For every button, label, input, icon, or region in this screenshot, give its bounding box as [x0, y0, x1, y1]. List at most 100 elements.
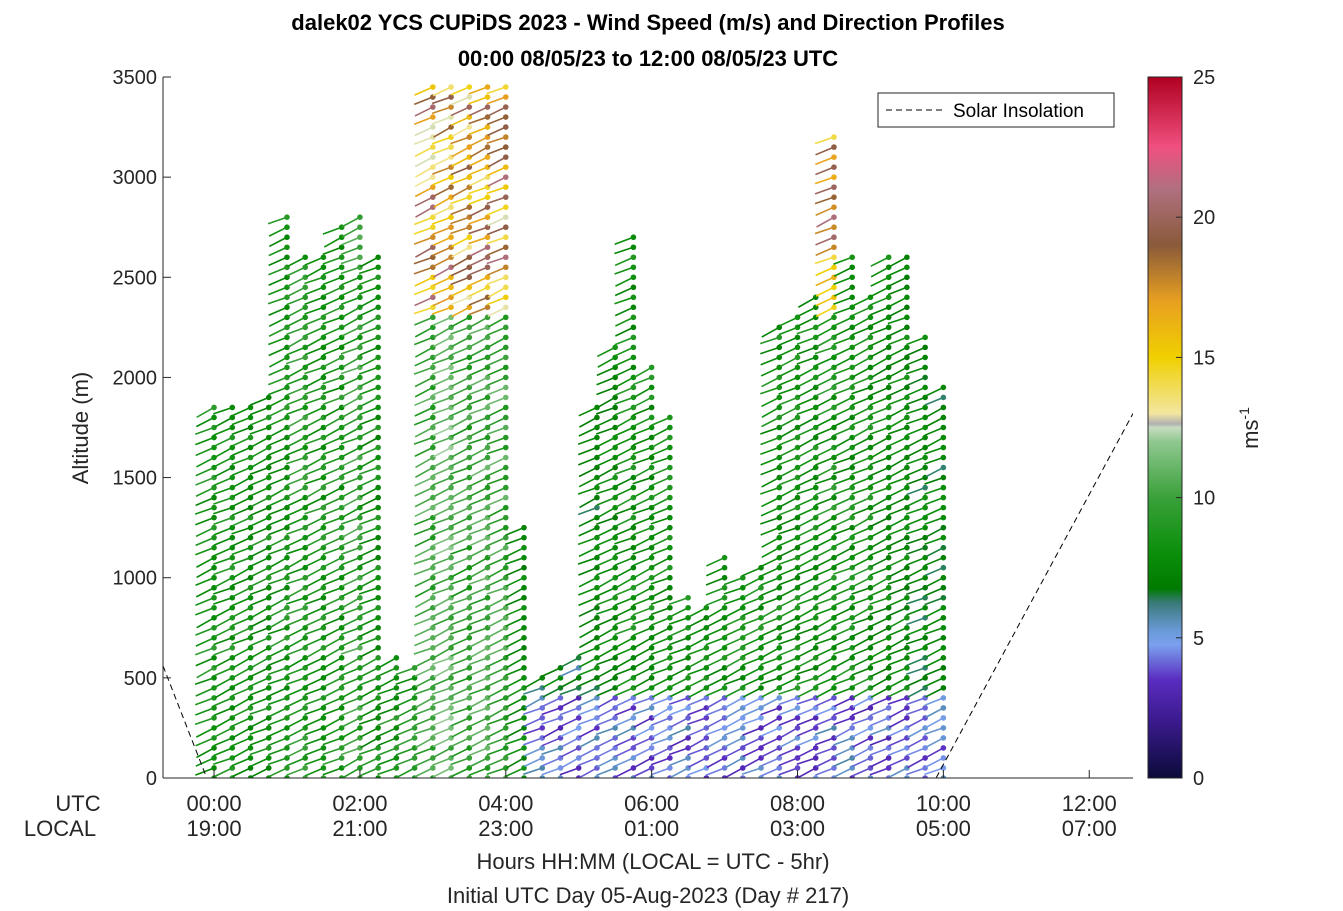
wind-barb: [231, 737, 251, 747]
wind-barb-dot: [375, 494, 381, 501]
wind-barb: [396, 697, 415, 707]
wind-barb-dot: [502, 745, 509, 751]
wind-barb-dot: [247, 534, 254, 541]
wind-barb: [413, 687, 434, 696]
wind-barb: [395, 727, 415, 737]
wind-barb: [268, 326, 288, 337]
wind-barb: [432, 156, 452, 167]
wind-barb-dot: [448, 584, 454, 591]
wind-barb-dot: [904, 755, 910, 761]
wind-barb-dot: [320, 254, 327, 261]
wind-barb-dot: [320, 504, 327, 511]
wind-barb-dot: [812, 504, 819, 511]
wind-barb: [360, 657, 379, 669]
wind-barb: [632, 476, 652, 485]
wind-barb-dot: [612, 514, 618, 521]
wind-barb: [815, 166, 835, 176]
wind-barb: [413, 727, 434, 735]
wind-barb-dot: [430, 484, 436, 491]
wind-barb: [833, 376, 853, 386]
wind-barb-dot: [302, 474, 309, 481]
wind-barb: [213, 546, 233, 557]
wind-barb: [905, 707, 926, 716]
wind-barb: [705, 707, 725, 716]
wind-barb: [596, 546, 616, 557]
wind-barb-dot: [284, 514, 290, 521]
wind-barb-dot: [320, 745, 327, 751]
wind-barb-dot: [375, 655, 381, 661]
wind-barb: [888, 737, 908, 747]
wind-barb: [305, 336, 324, 348]
wind-barb: [432, 86, 452, 97]
wind-barb-dot: [812, 715, 819, 721]
wind-barb: [322, 276, 342, 286]
wind-barb: [777, 777, 780, 778]
wind-barb-dot: [375, 364, 381, 371]
wind-barb-dot: [867, 745, 874, 751]
wind-barb-dot: [521, 725, 527, 731]
wind-barb-dot: [484, 204, 491, 210]
wind-barb-dot: [357, 614, 363, 621]
wind-barb: [596, 456, 616, 467]
wind-barb: [596, 737, 616, 748]
wind-barb: [596, 637, 616, 647]
wind-barb-dot: [375, 584, 381, 591]
wind-barb-dot: [794, 484, 801, 491]
wind-barb: [778, 687, 798, 695]
wind-barb: [907, 737, 926, 749]
wind-barb: [560, 727, 580, 738]
wind-barb: [650, 607, 671, 616]
wind-barb-dot: [357, 394, 363, 401]
wind-barb-dot: [338, 705, 345, 711]
wind-barb-dot: [375, 574, 381, 581]
wind-barb: [450, 516, 470, 527]
wind-barb: [907, 687, 926, 699]
wind-barb-dot: [630, 294, 637, 301]
wind-barb: [304, 637, 324, 647]
wind-barb: [706, 657, 725, 668]
wind-barb: [341, 677, 361, 687]
wind-barb: [305, 486, 324, 499]
wind-barb: [394, 777, 397, 778]
wind-barb: [888, 276, 908, 287]
wind-barb-dot: [247, 434, 254, 441]
wind-barb-dot: [521, 544, 527, 551]
wind-barb: [268, 607, 288, 618]
wind-barb: [232, 767, 251, 778]
wind-barb: [743, 757, 762, 769]
wind-barb-dot: [302, 304, 309, 311]
wind-barb: [359, 496, 379, 508]
solar-insolation-layer: [163, 413, 1133, 778]
wind-barb: [760, 516, 780, 525]
wind-barb: [852, 316, 871, 328]
wind-barb: [469, 376, 488, 387]
wind-barb: [650, 737, 671, 746]
wind-barb: [323, 687, 343, 698]
wind-barb: [815, 717, 835, 727]
wind-barb-dot: [284, 484, 290, 491]
wind-barb: [249, 737, 270, 746]
wind-barb: [468, 747, 488, 757]
wind-barb: [468, 396, 488, 406]
wind-barb: [632, 426, 652, 436]
wind-barb: [905, 406, 926, 415]
wind-barb: [833, 336, 853, 346]
wind-barb: [195, 466, 215, 477]
wind-barb-dot: [667, 765, 673, 771]
wind-barb: [870, 336, 890, 347]
wind-barb-dot: [484, 504, 491, 511]
wind-barb-dot: [484, 745, 491, 751]
wind-barb-dot: [922, 414, 928, 421]
wind-barb: [724, 617, 744, 627]
wind-barb-dot: [812, 514, 819, 521]
wind-barb: [595, 606, 616, 615]
wind-barb-dot: [265, 514, 272, 521]
x-tick-label-utc: 06:00: [624, 791, 679, 816]
wind-barb: [414, 86, 434, 96]
wind-barb: [760, 627, 780, 637]
wind-barb: [287, 556, 306, 569]
wind-barb-dot: [357, 454, 363, 461]
wind-barb: [450, 697, 470, 705]
wind-barb: [723, 596, 744, 606]
wind-barb: [305, 536, 324, 548]
